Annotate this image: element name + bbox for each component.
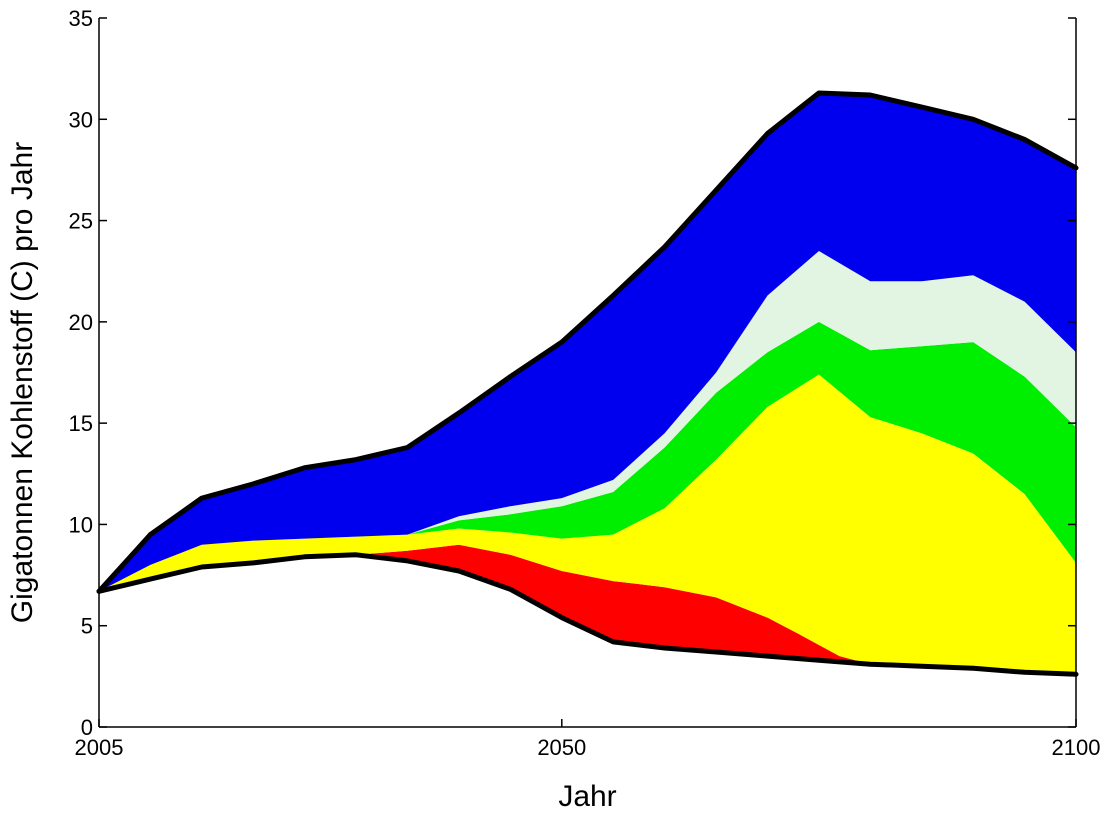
lower-outline-line [96,552,1079,677]
x-tick-label: 2005 [75,735,124,760]
upper-outline-line [96,90,1079,594]
area-band-3 [99,374,1076,675]
x-tick-label: 2100 [1052,735,1101,760]
x-axis-title: Jahr [558,780,616,813]
area-band-1 [99,554,1076,727]
plot-area [96,90,1079,727]
area-band-4 [407,321,1076,563]
area-band-5 [407,251,1076,535]
y-tick-label: 5 [81,614,93,639]
y-tick-label: 15 [69,411,93,436]
y-tick-label: 20 [69,310,93,335]
y-tick-label: 30 [69,107,93,132]
area-band-6 [99,93,1076,592]
y-axis-title: Gigatonnen Kohlenstoff (C) pro Jahr [6,142,39,623]
y-tick-label: 10 [69,512,93,537]
axes: 0 5 10 15 20 25 30 35 2005 2050 2100 [69,6,1101,760]
x-tick-label: 2050 [537,735,586,760]
y-tick-label: 0 [81,715,93,740]
y-tick-label: 35 [69,6,93,31]
y-tick-label: 25 [69,209,93,234]
area-band-2 [356,544,871,665]
